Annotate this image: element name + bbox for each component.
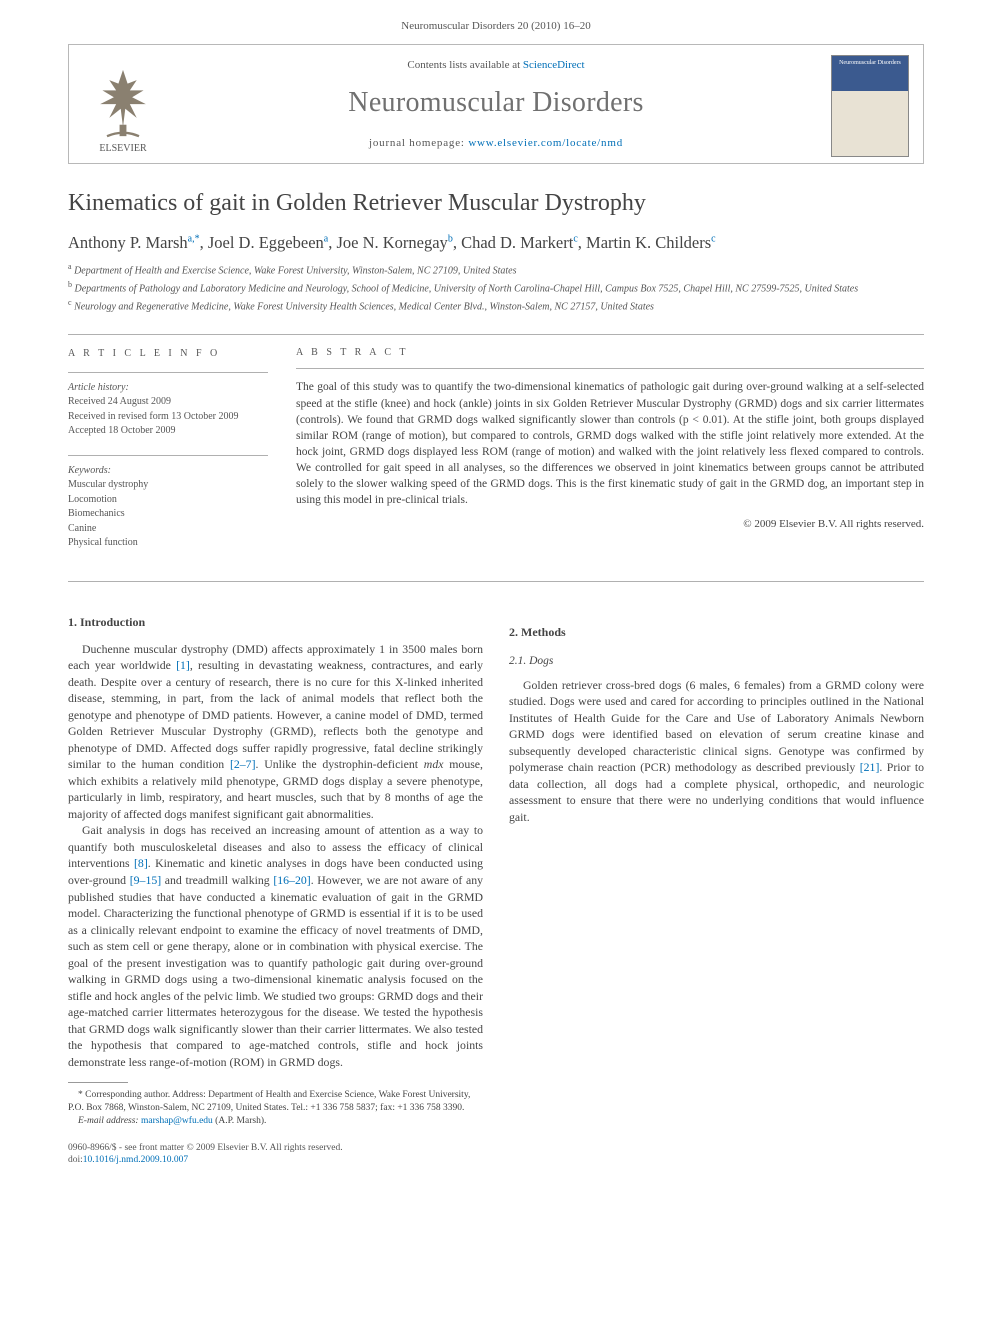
author-affil-sup[interactable]: a,* — [188, 234, 200, 245]
article-info-sidebar: A R T I C L E I N F O Article history: R… — [68, 347, 268, 567]
article-body: 1. Introduction Duchenne muscular dystro… — [68, 610, 924, 1167]
running-head: Neuromuscular Disorders 20 (2010) 16–20 — [0, 0, 992, 44]
email-owner: (A.P. Marsh). — [215, 1116, 266, 1126]
paragraph: Golden retriever cross-bred dogs (6 male… — [509, 677, 924, 826]
author-affil-sup[interactable]: a — [324, 234, 328, 245]
divider — [68, 455, 268, 456]
paragraph: Gait analysis in dogs has received an in… — [68, 822, 483, 1070]
contents-available-line: Contents lists available at ScienceDirec… — [69, 59, 923, 71]
divider — [296, 368, 924, 369]
section-heading-methods: 2. Methods — [509, 624, 924, 641]
citation-link[interactable]: [1] — [176, 658, 190, 672]
issn-line: 0960-8966/$ - see front matter © 2009 El… — [68, 1142, 483, 1155]
article-history: Article history: Received 24 August 2009… — [68, 381, 268, 439]
citation-link[interactable]: [9–15] — [130, 873, 161, 887]
journal-header-box: ELSEVIER Neuromuscular Disorders Content… — [68, 44, 924, 164]
keywords-heading: Keywords: — [68, 464, 268, 479]
history-accepted: Accepted 18 October 2009 — [68, 424, 268, 439]
paragraph: Duchenne muscular dystrophy (DMD) affect… — [68, 641, 483, 823]
author-affil-sup[interactable]: c — [573, 234, 577, 245]
footnote-separator — [68, 1082, 128, 1083]
sciencedirect-link[interactable]: ScienceDirect — [523, 59, 585, 71]
author-affil-sup[interactable]: c — [711, 234, 715, 245]
citation-link[interactable]: [2–7] — [230, 757, 256, 771]
email-footnote: E-mail address: marshap@wfu.edu (A.P. Ma… — [68, 1115, 483, 1128]
elsevier-tree-icon — [87, 63, 159, 143]
author: Anthony P. Marsha,* — [68, 233, 200, 252]
divider — [68, 372, 268, 373]
article-info-heading: A R T I C L E I N F O — [68, 347, 268, 362]
keywords-block: Keywords: Muscular dystrophy Locomotion … — [68, 464, 268, 551]
doi-line: doi:10.1016/j.nmd.2009.10.007 — [68, 1154, 483, 1167]
keyword: Physical function — [68, 536, 268, 551]
citation-link[interactable]: [8] — [134, 856, 148, 870]
history-revised: Received in revised form 13 October 2009 — [68, 410, 268, 425]
author: Joel D. Eggebeena — [208, 233, 328, 252]
affiliation: c Neurology and Regenerative Medicine, W… — [68, 297, 924, 315]
keyword: Canine — [68, 522, 268, 537]
keyword: Muscular dystrophy — [68, 478, 268, 493]
abstract-copyright: © 2009 Elsevier B.V. All rights reserved… — [296, 518, 924, 530]
citation-link[interactable]: [16–20] — [273, 873, 310, 887]
author: Chad D. Markertc — [461, 233, 578, 252]
subsection-heading-dogs: 2.1. Dogs — [509, 653, 924, 669]
affiliation: a Department of Health and Exercise Scie… — [68, 261, 924, 279]
cover-thumb-title: Neuromuscular Disorders — [832, 56, 908, 66]
journal-homepage-line: journal homepage: www.elsevier.com/locat… — [69, 137, 923, 149]
email-link[interactable]: marshap@wfu.edu — [141, 1116, 213, 1126]
author: Joe N. Kornegayb — [336, 233, 452, 252]
history-heading: Article history: — [68, 381, 268, 396]
journal-homepage-link[interactable]: www.elsevier.com/locate/nmd — [468, 137, 623, 149]
email-label: E-mail address: — [78, 1116, 139, 1126]
abstract-text: The goal of this study was to quantify t… — [296, 379, 924, 508]
abstract-heading: A B S T R A C T — [296, 347, 924, 358]
journal-cover-thumbnail: Neuromuscular Disorders — [831, 55, 909, 157]
section-heading-intro: 1. Introduction — [68, 614, 483, 631]
keyword: Biomechanics — [68, 507, 268, 522]
homepage-prefix: journal homepage: — [369, 137, 468, 149]
author-list: Anthony P. Marsha,*, Joel D. Eggebeena, … — [68, 233, 924, 253]
abstract-block: A B S T R A C T The goal of this study w… — [296, 347, 924, 567]
author: Martin K. Childersc — [586, 233, 716, 252]
doi-link[interactable]: 10.1016/j.nmd.2009.10.007 — [83, 1155, 188, 1165]
affiliation: b Departments of Pathology and Laborator… — [68, 279, 924, 297]
contents-prefix: Contents lists available at — [407, 59, 522, 71]
keyword: Locomotion — [68, 493, 268, 508]
citation-link[interactable]: [21] — [860, 760, 880, 774]
doi-label: doi: — [68, 1155, 83, 1165]
corresponding-author-footnote: * Corresponding author. Address: Departm… — [68, 1089, 483, 1115]
affiliations: a Department of Health and Exercise Scie… — [68, 261, 924, 314]
author-affil-sup[interactable]: b — [448, 234, 453, 245]
journal-name: Neuromuscular Disorders — [69, 87, 923, 119]
article-title: Kinematics of gait in Golden Retriever M… — [68, 190, 924, 217]
divider — [68, 581, 924, 582]
history-received: Received 24 August 2009 — [68, 395, 268, 410]
elsevier-label: ELSEVIER — [87, 143, 159, 154]
